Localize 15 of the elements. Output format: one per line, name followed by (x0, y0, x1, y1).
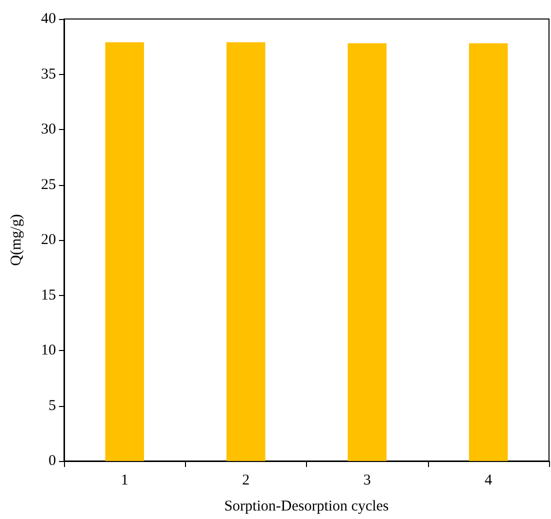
y-tick-label: 40 (41, 11, 56, 27)
x-tick-label: 2 (242, 472, 250, 488)
y-tick-label: 35 (41, 66, 56, 82)
y-tick-label: 15 (41, 287, 56, 304)
y-axis-title: Q(mg/g) (8, 214, 24, 266)
y-tick-label: 0 (48, 453, 56, 469)
x-tick-label: 1 (120, 472, 128, 488)
y-tick-label: 20 (41, 232, 56, 248)
y-tick-label: 30 (41, 122, 56, 138)
x-tick-label: 3 (363, 472, 371, 488)
y-tick-label: 5 (48, 398, 56, 414)
x-tick-label: 4 (484, 472, 493, 488)
y-tick-label: 25 (41, 176, 56, 193)
x-axis-title: Sorption-Desorption cycles (224, 498, 389, 514)
y-tick-label: 10 (41, 342, 56, 358)
